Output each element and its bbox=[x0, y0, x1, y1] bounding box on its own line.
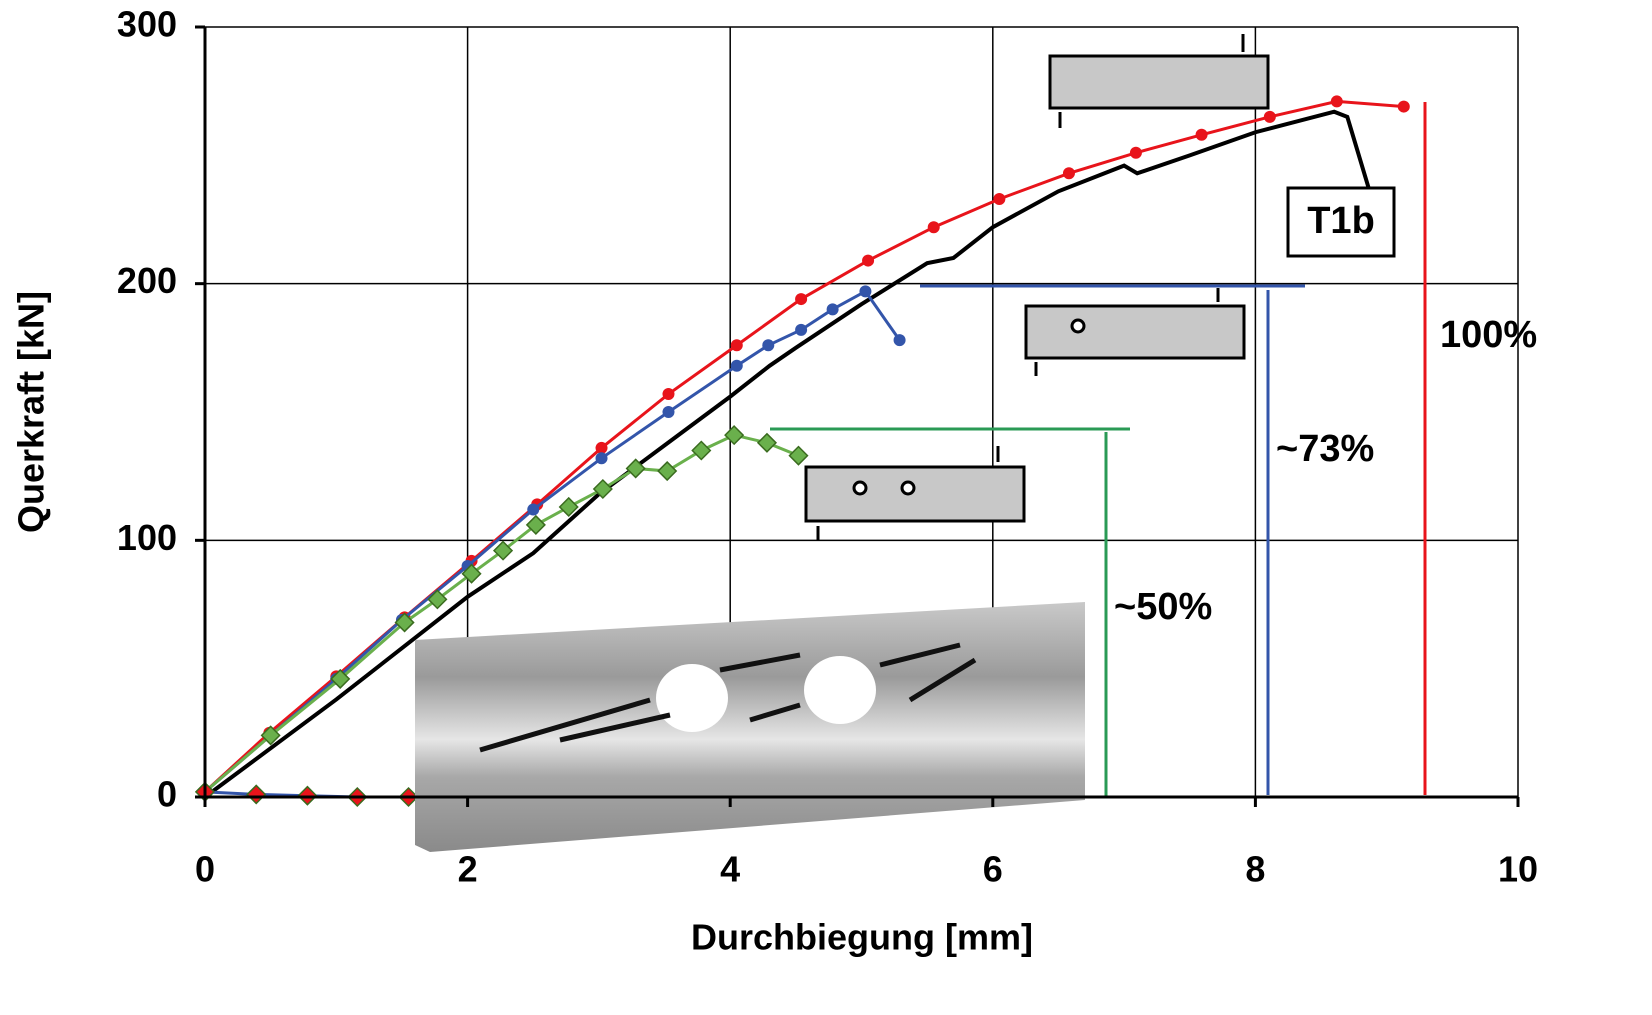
data-point bbox=[795, 293, 807, 305]
annotation: ~50% bbox=[1114, 586, 1212, 628]
x-tick-label: 2 bbox=[458, 849, 478, 890]
series-label: T1b bbox=[1307, 200, 1375, 242]
data-point bbox=[1398, 101, 1410, 113]
y-axis-title: Querkraft [kN] bbox=[11, 291, 52, 533]
data-point bbox=[928, 221, 940, 233]
data-point bbox=[758, 434, 776, 452]
data-point bbox=[1063, 167, 1075, 179]
y-tick-label: 300 bbox=[117, 4, 177, 45]
data-point bbox=[725, 426, 743, 444]
data-point bbox=[658, 462, 676, 480]
data-point bbox=[762, 339, 774, 351]
data-point bbox=[1130, 147, 1142, 159]
data-point bbox=[859, 285, 871, 297]
x-axis-title: Durchbiegung [mm] bbox=[691, 917, 1033, 958]
data-point bbox=[596, 442, 608, 454]
beam-photo bbox=[415, 602, 1085, 852]
data-point bbox=[894, 334, 906, 346]
y-tick-label: 200 bbox=[117, 260, 177, 301]
y-tick-label: 0 bbox=[157, 774, 177, 815]
data-point bbox=[596, 452, 608, 464]
annotation: ~73% bbox=[1276, 428, 1374, 470]
data-point bbox=[247, 785, 265, 803]
data-point bbox=[527, 504, 539, 516]
x-tick-label: 8 bbox=[1245, 849, 1265, 890]
data-point bbox=[795, 324, 807, 336]
data-point bbox=[731, 360, 743, 372]
data-point bbox=[1331, 95, 1343, 107]
data-point bbox=[692, 442, 710, 460]
data-point bbox=[862, 255, 874, 267]
data-point bbox=[993, 193, 1005, 205]
data-point bbox=[1196, 129, 1208, 141]
data-point bbox=[827, 303, 839, 315]
annotation: 100% bbox=[1440, 314, 1537, 356]
y-tick-label: 100 bbox=[117, 517, 177, 558]
data-point bbox=[731, 339, 743, 351]
chart: T1b 100% ~73% ~50% Durchbiegung [mm] Que… bbox=[0, 0, 1652, 1010]
data-point bbox=[662, 388, 674, 400]
data-point bbox=[662, 406, 674, 418]
x-tick-label: 6 bbox=[983, 849, 1003, 890]
x-tick-label: 0 bbox=[195, 849, 215, 890]
x-tick-label: 4 bbox=[720, 849, 740, 890]
x-tick-label: 10 bbox=[1498, 849, 1538, 890]
data-point bbox=[1264, 111, 1276, 123]
data-point bbox=[789, 447, 807, 465]
